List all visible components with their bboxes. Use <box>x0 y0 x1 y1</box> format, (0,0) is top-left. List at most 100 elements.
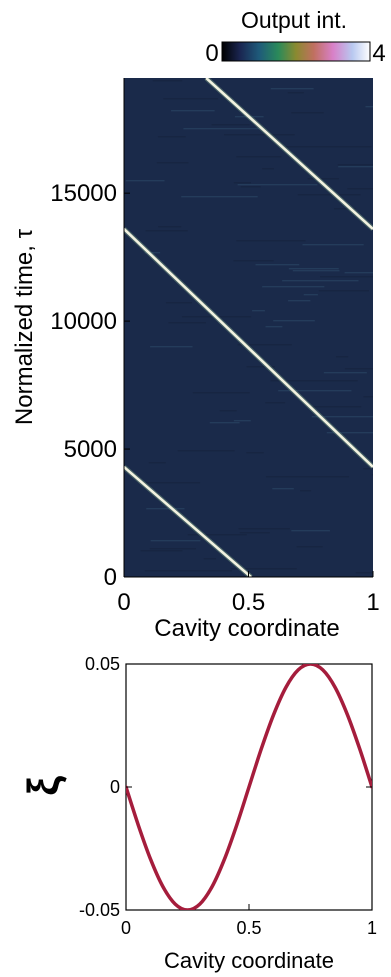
noise-streak <box>323 372 367 374</box>
noise-streak <box>150 540 201 542</box>
heatmap-x-axis-label: Cavity coordinate <box>154 615 339 642</box>
noise-streak <box>347 188 373 190</box>
soliton-track <box>205 78 373 230</box>
noise-streak <box>236 156 282 158</box>
noise-streak <box>365 106 373 108</box>
noise-streak <box>333 208 356 210</box>
noise-streak <box>146 508 185 510</box>
line-series <box>126 664 372 910</box>
noise-streak <box>183 128 265 130</box>
noise-streak <box>273 320 315 322</box>
noise-streak <box>291 530 330 532</box>
noise-streak <box>278 390 352 392</box>
noise-streak <box>140 550 183 552</box>
x-tick-label: 1 <box>366 589 379 616</box>
noise-streak <box>219 410 237 412</box>
colorbar: Output int. 0 4 <box>205 7 385 67</box>
soliton-track <box>124 228 373 468</box>
noise-streak <box>335 356 349 358</box>
noise-streak <box>300 490 312 492</box>
soliton-track <box>124 465 252 577</box>
noise-streak <box>337 164 373 166</box>
colorbar-label: Output int. <box>241 7 347 33</box>
y-tick-label: 0 <box>104 564 117 591</box>
noise-streak <box>303 294 318 296</box>
heatmap-tracks <box>124 78 373 577</box>
noise-streak <box>187 534 247 536</box>
line-y-axis-label: ξ <box>19 776 68 796</box>
x-tick-label: 1 <box>367 918 377 938</box>
noise-streak <box>262 168 275 170</box>
heatmap-noise <box>125 80 373 574</box>
line-x-axis-label: Cavity coordinate <box>164 948 334 973</box>
x-tick-label: 0.5 <box>236 918 261 938</box>
noise-streak <box>239 532 270 534</box>
heatmap-x-ticks: 0 0.5 1 <box>117 571 380 616</box>
noise-streak <box>326 432 373 434</box>
x-tick-label: 0 <box>117 589 130 616</box>
noise-streak <box>192 392 250 394</box>
noise-streak <box>302 244 364 246</box>
noise-streak <box>309 406 362 408</box>
noise-streak <box>287 92 304 94</box>
noise-streak <box>163 98 219 100</box>
noise-streak <box>233 420 251 422</box>
noise-streak <box>272 488 294 490</box>
noise-streak <box>209 422 240 424</box>
noise-streak <box>152 80 183 82</box>
noise-streak <box>144 570 233 572</box>
noise-streak <box>230 568 297 570</box>
noise-streak <box>292 270 340 272</box>
noise-streak <box>285 146 372 148</box>
noise-streak <box>297 194 361 196</box>
noise-streak <box>233 182 251 184</box>
noise-streak <box>125 180 165 182</box>
noise-streak <box>311 416 373 418</box>
noise-streak <box>246 452 264 454</box>
noise-streak <box>233 260 274 262</box>
colorbar-gradient <box>221 41 371 62</box>
noise-streak <box>203 558 216 560</box>
noise-streak <box>149 548 196 550</box>
y-tick-label: 10000 <box>50 308 117 335</box>
noise-streak <box>265 476 350 478</box>
noise-streak <box>363 396 373 398</box>
noise-streak <box>246 366 275 368</box>
noise-streak <box>168 322 206 324</box>
noise-streak <box>270 88 314 90</box>
noise-streak <box>288 268 339 270</box>
noise-streak <box>296 546 323 548</box>
noise-streak <box>150 346 193 348</box>
noise-streak <box>236 240 306 242</box>
noise-streak <box>237 344 292 346</box>
noise-streak <box>211 124 250 126</box>
heatmap-y-axis-label: Normalized time, τ <box>11 228 38 425</box>
noise-streak <box>148 462 166 464</box>
noise-streak <box>318 290 370 292</box>
noise-streak <box>224 134 295 136</box>
colorbar-max-label: 4 <box>372 40 385 67</box>
heatmap-y-ticks: 0 5000 10000 15000 <box>50 180 130 591</box>
noise-streak <box>158 226 182 228</box>
noise-streak <box>157 136 186 138</box>
y-tick-label: 0 <box>110 777 120 797</box>
noise-streak <box>270 380 358 382</box>
noise-streak <box>288 300 311 302</box>
y-tick-label: 5000 <box>64 436 117 463</box>
noise-streak <box>165 302 192 304</box>
noise-streak <box>344 368 373 370</box>
noise-streak <box>171 110 215 112</box>
x-tick-label: 0.5 <box>232 589 265 616</box>
line-x-ticks: 0 0.5 1 <box>121 904 377 938</box>
line-y-ticks: -0.05 0 0.05 <box>79 654 372 920</box>
noise-streak <box>282 280 359 282</box>
noise-streak <box>307 178 339 180</box>
noise-streak <box>363 468 373 470</box>
colorbar-min-label: 0 <box>205 40 218 67</box>
heatmap-background <box>124 78 373 577</box>
noise-streak <box>145 230 188 232</box>
noise-streak <box>240 186 261 188</box>
